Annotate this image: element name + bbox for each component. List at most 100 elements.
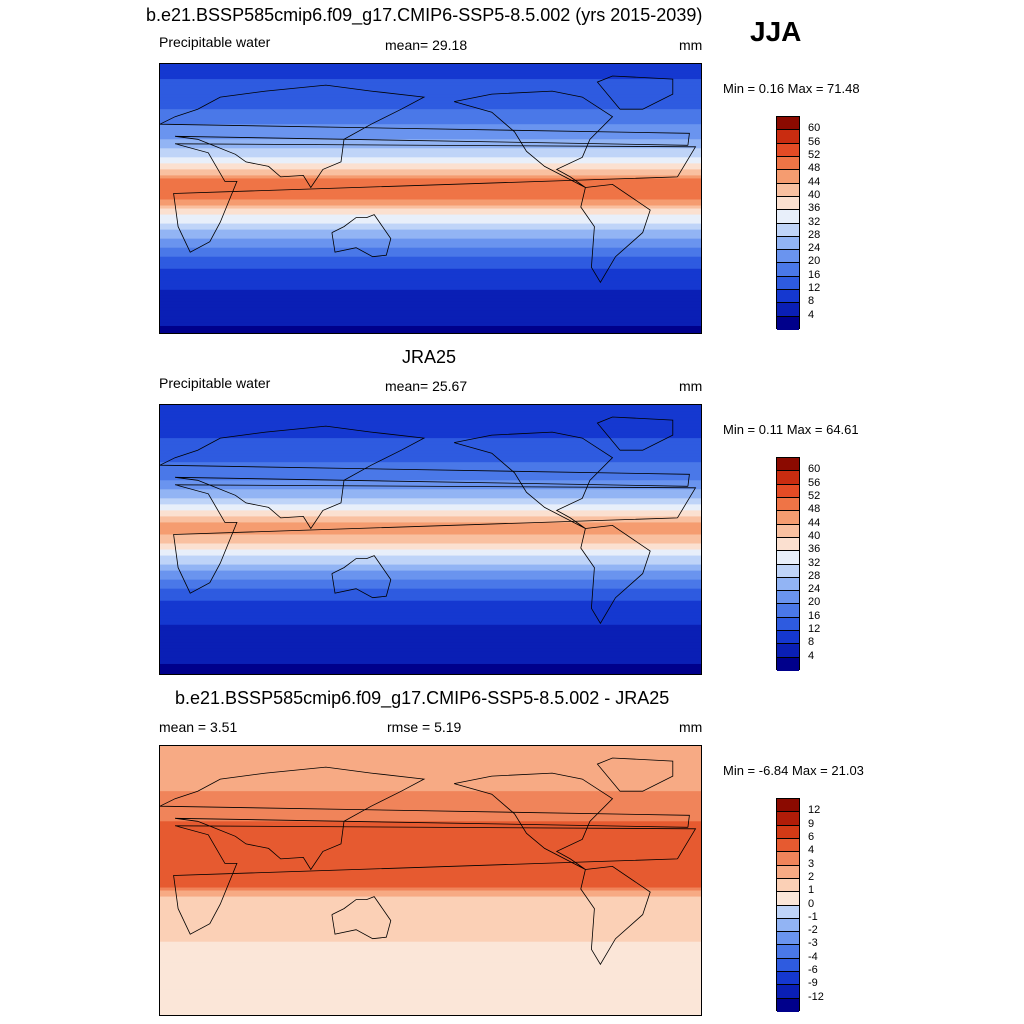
colorbar-segment (777, 865, 799, 879)
contour-band (160, 639, 701, 644)
colorbar-segment (777, 812, 799, 826)
contour-band (160, 118, 701, 122)
colorbar-segment (777, 223, 799, 237)
contour-band (160, 283, 701, 288)
contour-band (160, 785, 701, 789)
contour-band (160, 618, 701, 623)
coastline (453, 431, 614, 529)
panel2-map (159, 404, 702, 675)
contour-band (160, 328, 701, 333)
panel1-colorbar (776, 116, 800, 330)
colorbar-tick-label: 16 (808, 268, 821, 281)
colorbar-segment (777, 958, 799, 973)
contour-band (160, 636, 701, 641)
colorbar-tick-label: 8 (808, 636, 815, 649)
contour-band (160, 773, 701, 777)
colorbar-segment (777, 236, 799, 251)
contour-band (160, 932, 701, 937)
contour-band (160, 79, 701, 83)
contour-band (160, 603, 701, 608)
contour-band (160, 286, 701, 291)
contour-band (160, 779, 701, 783)
contour-band (160, 800, 701, 804)
panel3-map (159, 745, 702, 1016)
contour-band (160, 947, 701, 952)
contour-band (160, 606, 701, 611)
contour-band (160, 298, 701, 303)
contour-band (160, 806, 701, 810)
contour-band (160, 151, 701, 155)
contour-band (160, 247, 701, 252)
colorbar-tick-label: 4 (808, 308, 815, 321)
contour-band (160, 100, 701, 104)
contour-band (160, 543, 701, 548)
colorbar-tick-label: 52 (808, 148, 821, 161)
colorbar-tick-label: 0 (808, 897, 815, 910)
contour-band (160, 998, 701, 1003)
colorbar-tick-label: 36 (808, 202, 821, 215)
contour-band (160, 211, 701, 216)
colorbar-tick-label: 1 (808, 884, 815, 897)
contour-band (160, 94, 701, 98)
contour-band (160, 752, 701, 756)
colorbar-segment (777, 892, 799, 906)
contour-band (160, 968, 701, 973)
contour-band (160, 836, 701, 840)
coastline (580, 183, 651, 284)
contour-band (160, 938, 701, 943)
contour-band (160, 414, 701, 418)
contour-band (160, 420, 701, 424)
colorbar-segment (777, 156, 799, 171)
contour-band (160, 465, 701, 469)
contour-band (160, 965, 701, 970)
colorbar-segment (777, 838, 799, 853)
colorbar-segment (777, 852, 799, 866)
contour-band (160, 794, 701, 798)
panel1-units: mm (679, 37, 703, 53)
contour-band (160, 103, 701, 107)
contour-band (160, 178, 701, 183)
contour-band (160, 516, 701, 521)
contour-band (160, 851, 701, 855)
contour-band (160, 435, 701, 439)
contour-band (160, 310, 701, 315)
colorbar-tick-label: 36 (808, 543, 821, 556)
contour-band (160, 498, 701, 502)
coastline (160, 84, 690, 189)
panel3-colorbar (776, 798, 800, 1012)
colorbar-tick-label: -1 (808, 910, 818, 923)
contour-band (160, 642, 701, 647)
colorbar-tick-label: 60 (808, 122, 821, 135)
contour-band (160, 196, 701, 201)
contour-band (160, 193, 701, 198)
contour-band (160, 812, 701, 816)
contour-band (160, 591, 701, 596)
contour-band (160, 238, 701, 243)
contour-band (160, 564, 701, 569)
contour-band (160, 175, 701, 180)
contour-band (160, 91, 701, 95)
colorbar-tick-label: 4 (808, 649, 815, 662)
colorbar-tick-label: 12 (808, 282, 821, 295)
contour-band (160, 534, 701, 539)
coastline (596, 75, 674, 110)
panel3-mean-label: mean = 3.51 (159, 719, 238, 735)
contour-band (160, 124, 701, 128)
contour-band (160, 187, 701, 192)
contour-band (160, 319, 701, 324)
colorbar-tick-label: -9 (808, 977, 818, 990)
contour-band (160, 746, 701, 750)
panel1-mean-label: mean= 29.18 (385, 37, 468, 53)
colorbar-segment (777, 458, 799, 472)
colorbar-tick-label: 48 (808, 162, 821, 175)
contour-band (160, 914, 701, 919)
colorbar-tick-label: 4 (808, 844, 815, 857)
contour-band (160, 280, 701, 285)
contour-band (160, 588, 701, 593)
contour-band (160, 567, 701, 572)
contour-band (160, 67, 701, 71)
contour-band (160, 818, 701, 822)
contour-band (160, 121, 701, 125)
colorbar-tick-label: 28 (808, 569, 821, 582)
colorbar-segment (777, 972, 799, 986)
